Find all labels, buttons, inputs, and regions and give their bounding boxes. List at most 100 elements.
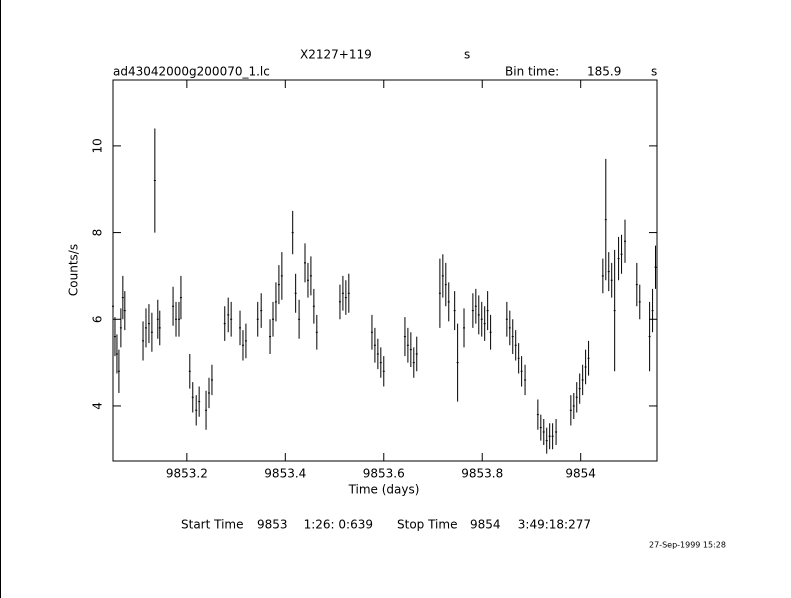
error-bar	[117, 349, 120, 393]
error-bar	[542, 418, 545, 445]
error-bar	[306, 262, 309, 298]
error-bar	[379, 347, 382, 378]
error-bar	[505, 301, 508, 337]
file-name: ad43042000g200070_1.lc	[113, 65, 270, 79]
start-time: 1:26: 0:639	[304, 518, 373, 532]
error-bar	[376, 338, 379, 370]
error-bar	[198, 386, 201, 417]
error-bar	[172, 286, 175, 326]
y-tick-label: 4	[91, 402, 105, 410]
error-bar	[272, 301, 274, 337]
error-bar	[230, 301, 233, 337]
bin-time-label: Bin time:	[505, 65, 559, 79]
x-tick-label: 9853.4	[264, 467, 306, 481]
error-bar	[617, 236, 620, 281]
error-bar	[486, 291, 489, 331]
y-tick-label: 10	[91, 138, 105, 153]
error-bar	[581, 364, 584, 396]
error-bar	[483, 306, 486, 341]
bin-time-unit: s	[651, 65, 657, 79]
error-bar	[572, 392, 575, 419]
title-unit: s	[464, 48, 470, 62]
error-bar	[584, 349, 587, 385]
error-bar	[177, 301, 180, 337]
error-bar	[555, 418, 558, 445]
y-tick-label: 8	[91, 229, 105, 237]
error-bar	[545, 427, 548, 454]
error-bar	[158, 310, 161, 346]
error-bar	[291, 210, 294, 255]
error-bar	[277, 265, 280, 305]
error-bar	[406, 327, 409, 363]
bin-time: 185.9	[587, 65, 621, 79]
error-bar	[654, 245, 657, 289]
error-bar	[156, 299, 159, 339]
error-bar	[208, 377, 210, 409]
error-bar	[304, 243, 306, 283]
error-bar	[274, 282, 277, 322]
error-bar	[638, 284, 641, 320]
error-bar	[575, 382, 578, 413]
plot-frame	[112, 79, 658, 462]
error-bar	[447, 282, 450, 322]
error-bar	[587, 340, 590, 376]
error-bar	[188, 353, 191, 389]
error-bar	[123, 291, 126, 331]
error-bar	[607, 252, 610, 292]
error-bar	[382, 356, 385, 387]
error-bar	[205, 390, 208, 430]
error-bar	[624, 219, 626, 263]
error-bar	[113, 317, 116, 357]
error-bar	[344, 280, 347, 315]
error-bar	[456, 323, 459, 402]
error-bar	[441, 254, 444, 298]
error-bar	[613, 249, 616, 372]
error-bar	[175, 301, 178, 337]
error-bar	[241, 330, 244, 361]
error-bar	[341, 275, 344, 311]
error-bar	[256, 301, 259, 337]
error-bar	[195, 395, 198, 426]
chart-title: X2127+119	[300, 48, 372, 62]
error-bar	[444, 262, 447, 307]
error-bar	[520, 356, 523, 387]
error-bar	[227, 297, 230, 333]
error-bar	[244, 323, 247, 359]
error-bar	[260, 293, 263, 328]
error-bar	[347, 273, 350, 313]
error-bar	[480, 301, 483, 337]
error-bar	[373, 327, 376, 363]
error-bar	[191, 382, 194, 413]
error-bar	[569, 395, 572, 426]
y-axis-label: Counts/s	[67, 244, 81, 296]
error-bar	[298, 299, 301, 339]
error-bar	[536, 399, 539, 430]
error-bar	[121, 275, 124, 320]
x-tick-label: 9853.6	[363, 467, 405, 481]
start-label: Start Time	[181, 518, 244, 532]
error-bar	[119, 308, 122, 348]
error-bar	[477, 295, 480, 335]
error-bar	[551, 423, 554, 450]
error-bar	[142, 321, 145, 361]
error-bar	[517, 343, 520, 374]
error-bar	[539, 414, 542, 441]
error-bar	[112, 284, 114, 328]
stop-label: Stop Time	[397, 518, 457, 532]
error-bar	[453, 291, 456, 331]
error-bar	[601, 258, 604, 294]
y-tick-label: 6	[91, 315, 105, 323]
error-bar	[144, 308, 147, 348]
error-bar	[150, 312, 153, 352]
error-bar	[438, 258, 441, 328]
error-bar	[511, 319, 514, 354]
error-bar	[280, 252, 283, 300]
error-bar	[309, 256, 312, 296]
x-tick-label: 9854	[565, 467, 596, 481]
error-bar	[474, 288, 477, 324]
error-bar	[210, 364, 213, 396]
error-bar	[651, 288, 654, 333]
error-bar	[635, 262, 638, 307]
error-bar	[514, 330, 517, 361]
